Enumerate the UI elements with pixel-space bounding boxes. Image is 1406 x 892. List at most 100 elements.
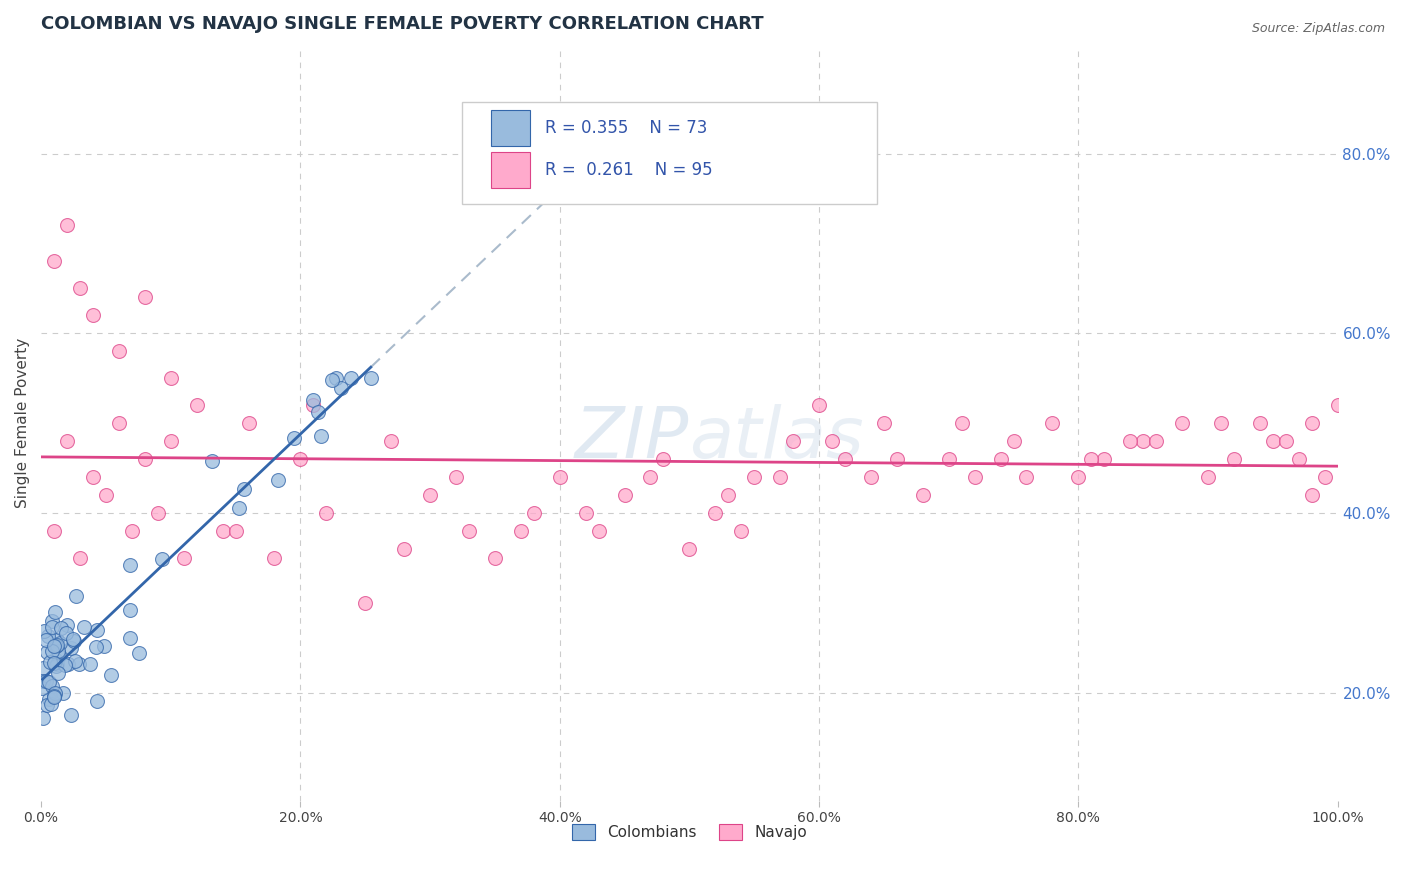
Legend: Colombians, Navajo: Colombians, Navajo	[565, 818, 813, 847]
Point	[1274, 434, 1296, 449]
Point	[392, 542, 415, 557]
Point	[31, 711, 53, 725]
Point	[48, 649, 70, 664]
Point	[886, 452, 908, 467]
Point	[120, 603, 142, 617]
Point	[444, 470, 467, 484]
Point	[65, 589, 87, 603]
Point	[458, 524, 481, 538]
Point	[1288, 452, 1310, 467]
Point	[146, 506, 169, 520]
Point	[159, 371, 181, 385]
Point	[873, 417, 896, 431]
Point	[484, 551, 506, 566]
Point	[45, 658, 67, 673]
Point	[69, 551, 91, 566]
Point	[45, 638, 67, 652]
Point	[42, 656, 65, 670]
Point	[35, 632, 58, 647]
Text: COLOMBIAN VS NAVAJO SINGLE FEMALE POVERTY CORRELATION CHART: COLOMBIAN VS NAVAJO SINGLE FEMALE POVERT…	[41, 15, 763, 33]
Point	[41, 644, 63, 658]
Point	[1132, 434, 1154, 449]
Point	[55, 625, 77, 640]
Point	[48, 644, 70, 658]
Point	[821, 434, 844, 449]
Point	[48, 666, 70, 681]
Point	[37, 629, 59, 643]
Point	[1119, 434, 1142, 449]
Point	[120, 632, 142, 646]
Point	[45, 640, 67, 654]
Point	[613, 488, 636, 502]
Point	[38, 675, 60, 690]
Point	[859, 470, 882, 484]
Point	[186, 398, 208, 412]
Point	[963, 470, 986, 484]
Point	[86, 640, 108, 654]
Point	[62, 632, 84, 646]
Point	[48, 635, 70, 649]
Point	[44, 688, 66, 702]
Text: R =  0.261    N = 95: R = 0.261 N = 95	[546, 161, 713, 179]
Point	[1301, 488, 1323, 502]
Point	[32, 661, 55, 675]
Text: ZIP: ZIP	[575, 404, 689, 473]
Point	[1171, 417, 1194, 431]
Point	[31, 681, 53, 695]
Point	[121, 524, 143, 538]
Point	[588, 524, 610, 538]
Point	[652, 452, 675, 467]
Point	[93, 639, 115, 653]
Point	[1080, 452, 1102, 467]
Point	[1301, 417, 1323, 431]
Point	[321, 373, 343, 387]
Point	[990, 452, 1012, 467]
Point	[228, 500, 250, 515]
Point	[730, 524, 752, 538]
Point	[159, 434, 181, 449]
Point	[31, 673, 53, 688]
Point	[86, 623, 108, 637]
Point	[1326, 398, 1348, 412]
Point	[108, 417, 131, 431]
Point	[42, 639, 65, 653]
Point	[1144, 434, 1167, 449]
Point	[44, 605, 66, 619]
Point	[37, 645, 59, 659]
Point	[56, 219, 79, 233]
Point	[35, 698, 58, 713]
Point	[380, 434, 402, 449]
Point	[1197, 470, 1219, 484]
Point	[283, 431, 305, 445]
Point	[38, 655, 60, 669]
Point	[39, 697, 62, 711]
Point	[307, 405, 329, 419]
Point	[1261, 434, 1284, 449]
Point	[42, 690, 65, 705]
Point	[67, 657, 90, 671]
Point	[1092, 452, 1115, 467]
Point	[808, 398, 831, 412]
Point	[44, 652, 66, 666]
Point	[69, 281, 91, 295]
Point	[62, 634, 84, 648]
Point	[1209, 417, 1232, 431]
Point	[150, 552, 173, 566]
Point	[1223, 452, 1246, 467]
Point	[53, 657, 76, 672]
Point	[640, 470, 662, 484]
Point	[120, 558, 142, 572]
Text: Source: ZipAtlas.com: Source: ZipAtlas.com	[1251, 22, 1385, 36]
Point	[330, 381, 353, 395]
Point	[263, 551, 285, 566]
Point	[678, 542, 700, 557]
Point	[509, 524, 531, 538]
FancyBboxPatch shape	[463, 103, 877, 204]
Point	[173, 551, 195, 566]
Point	[211, 524, 233, 538]
Point	[100, 668, 122, 682]
Point	[340, 371, 363, 385]
Point	[290, 452, 312, 467]
Point	[1002, 434, 1025, 449]
Point	[42, 254, 65, 268]
